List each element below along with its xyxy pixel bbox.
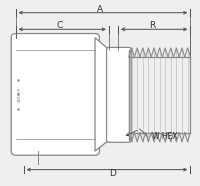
Text: PARKER: PARKER [18,87,22,102]
Text: C: C [56,21,62,30]
Text: R: R [150,21,156,30]
Text: D: D [109,169,116,178]
Text: W HEX: W HEX [152,132,177,141]
FancyBboxPatch shape [107,47,131,142]
Polygon shape [95,38,109,151]
Text: A: A [97,4,103,14]
FancyBboxPatch shape [11,33,99,155]
